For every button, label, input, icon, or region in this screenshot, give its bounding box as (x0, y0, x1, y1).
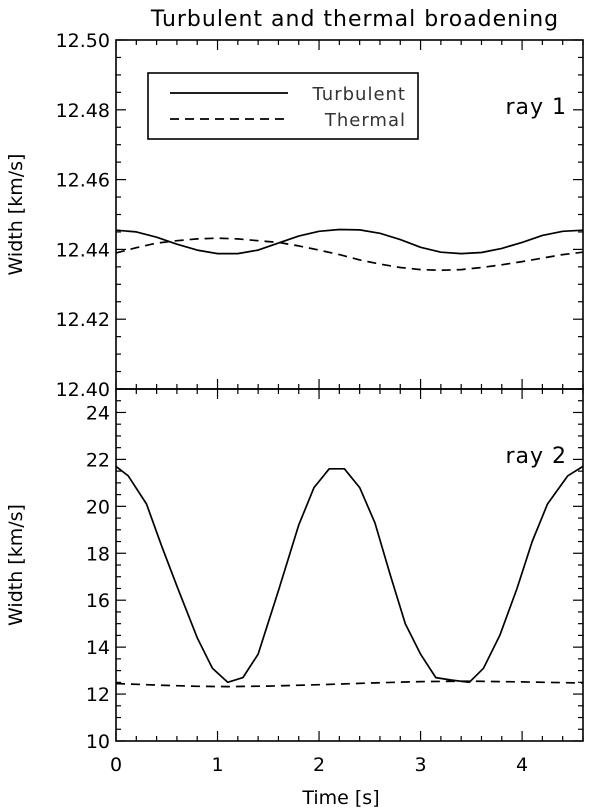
chart-title: Turbulent and thermal broadening (150, 7, 559, 32)
panel-1-series-turbulent (115, 228, 584, 255)
panel-2-y-axis-label: Width [km/s] (5, 504, 27, 626)
panel-1-y-axis-label: Width [km/s] (5, 154, 27, 276)
legend-label-turbulent: Turbulent (312, 84, 406, 105)
panel-2-series-thermal (115, 680, 584, 688)
panel-1-y-tick-label: 12.46 (56, 170, 110, 192)
legend-box (147, 72, 419, 140)
x-tick-label: 0 (110, 754, 122, 776)
panel-2-y-tick-label: 14 (86, 637, 110, 659)
panel-1-y-tick-label: 12.42 (56, 309, 110, 331)
panel-1-y-tick-label: 12.44 (56, 239, 110, 261)
panel-1-series-thermal (115, 237, 584, 272)
x-tick-label: 4 (516, 754, 528, 776)
panel-2-frame (115, 388, 584, 742)
panel-2-y-tick-label: 12 (86, 684, 110, 706)
panel-1-annotation: ray 1 (505, 95, 567, 120)
panel-2-y-tick-label: 10 (86, 731, 110, 753)
panel-2-y-tick-label: 18 (86, 543, 110, 565)
panel-2-y-tick-label: 22 (86, 449, 110, 471)
panel-1-y-tick-label: 12.50 (56, 30, 110, 52)
panel-2-y-tick-label: 20 (86, 496, 110, 518)
panel-1-y-tick-label: 12.40 (56, 379, 110, 401)
panel-ray-1: 12.40 12.42 12.44 12.46 12.48 12.50 Width [km/… (5, 30, 584, 401)
x-tick-label: 2 (313, 754, 325, 776)
x-tick-label: 1 (211, 754, 223, 776)
legend-label-thermal: Thermal (324, 110, 406, 131)
x-tick-label: 3 (415, 754, 427, 776)
panel-1-y-tick-label: 12.48 (56, 100, 110, 122)
panel-2-y-tick-label: 16 (86, 590, 110, 612)
panel-2-y-tick-label: 24 (86, 402, 110, 424)
panel-2-annotation: ray 2 (505, 444, 567, 469)
x-axis-label: Time [s] (301, 787, 379, 809)
panel-2-series-turbulent (115, 465, 584, 684)
